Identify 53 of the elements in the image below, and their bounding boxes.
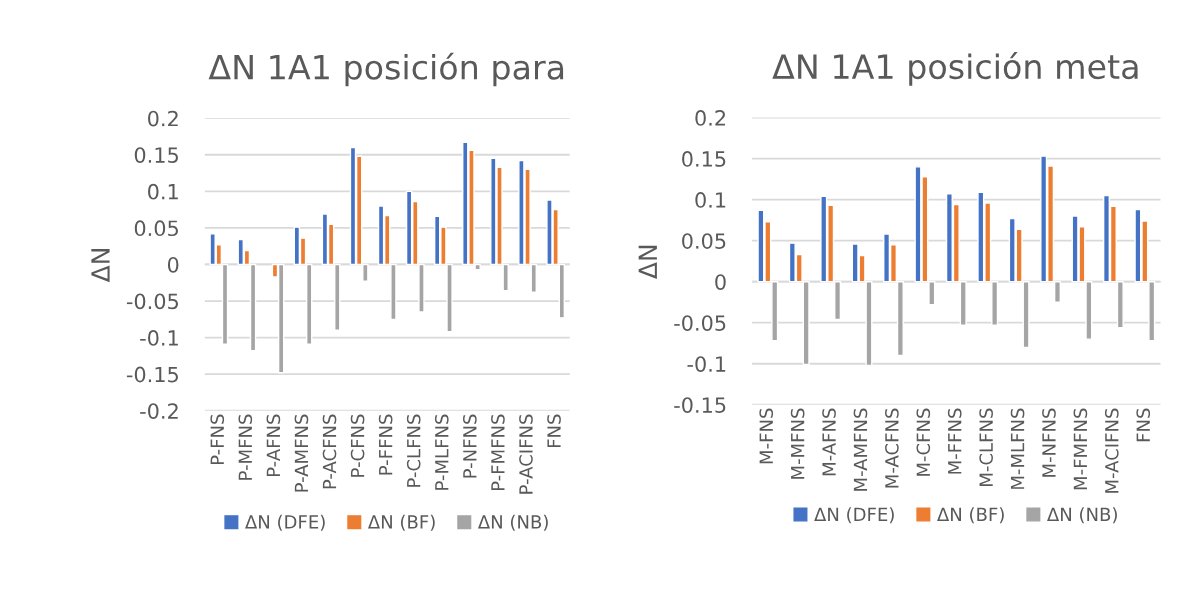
y-tick-label: -0.15 <box>126 366 178 383</box>
x-tick-label: P-AMFNS <box>294 414 309 492</box>
y-tick-label: 0 <box>167 256 179 273</box>
legend-label: ΔN (NB) <box>1047 507 1117 524</box>
legend-label: ΔN (DFE) <box>814 507 894 524</box>
x-tick-label: P-MLFNS <box>434 414 449 490</box>
y-tick-label: 0.2 <box>695 110 726 126</box>
x-tick-label: P-ACIFNS <box>519 414 533 494</box>
x-tick-label: FNS <box>547 414 561 448</box>
y-tick-label: -0.05 <box>126 293 178 310</box>
legend-label: ΔN (DFE) <box>245 514 325 531</box>
chart-title: ΔN 1A1 posición meta <box>772 52 1138 86</box>
x-tick-label: P-CLFNS <box>406 414 421 487</box>
y-tick-label: 0.05 <box>682 233 726 249</box>
x-tick-label: M-ACIFNS <box>1104 408 1119 493</box>
y-tick-label: -0.05 <box>674 315 726 331</box>
x-tick-label: M-FFNS <box>947 408 962 474</box>
x-tick-label: P-ACFNS <box>322 414 337 489</box>
y-axis-title: ΔN <box>91 249 110 283</box>
chart-title: ΔN 1A1 posición para <box>208 52 564 87</box>
x-tick-label: P-NFNS <box>463 414 477 478</box>
legend-label: ΔN (BF) <box>937 507 1004 524</box>
y-tick-label: -0.2 <box>140 403 178 419</box>
x-tick-label: M-MLFNS <box>1010 408 1025 489</box>
y-tick-label: -0.1 <box>140 330 178 346</box>
x-tick-label: M-CFNS <box>916 408 931 476</box>
x-tick-label: FNS <box>1136 408 1151 442</box>
y-tick-label: 0.15 <box>134 147 178 163</box>
y-tick-label: 0.1 <box>148 183 178 200</box>
x-tick-label: M-CLFNS <box>979 408 993 486</box>
x-tick-label: P-MFNS <box>238 414 253 480</box>
x-tick-label: P-FMFNS <box>491 414 505 491</box>
x-tick-label: M-MFNS <box>790 408 805 479</box>
y-tick-label: -0.15 <box>674 397 726 413</box>
y-tick-label: 0.05 <box>134 220 178 237</box>
y-tick-label: 0.1 <box>695 192 726 208</box>
y-tick-label: 0.15 <box>682 151 726 167</box>
y-tick-label: 0 <box>715 274 726 290</box>
x-tick-label: P-FFNS <box>378 414 393 475</box>
x-tick-label: M-NFNS <box>1042 408 1056 477</box>
x-tick-label: P-AFNS <box>266 414 281 477</box>
y-tick-label: -0.1 <box>687 356 726 372</box>
x-tick-label: M-AMFNS <box>853 408 868 491</box>
legend-label: ΔN (BF) <box>367 514 435 531</box>
legend-label: ΔN (NB) <box>477 514 548 531</box>
x-tick-label: P-FNS <box>210 414 225 465</box>
x-tick-label: M-AFNS <box>822 408 836 476</box>
x-tick-label: P-CFNS <box>350 414 365 477</box>
y-tick-label: 0.2 <box>148 110 178 127</box>
x-tick-label: M-ACFNS <box>885 408 899 488</box>
x-tick-label: M-FNS <box>759 408 774 464</box>
y-axis-title: ΔN <box>638 245 657 279</box>
x-tick-label: M-FMFNS <box>1073 408 1088 490</box>
